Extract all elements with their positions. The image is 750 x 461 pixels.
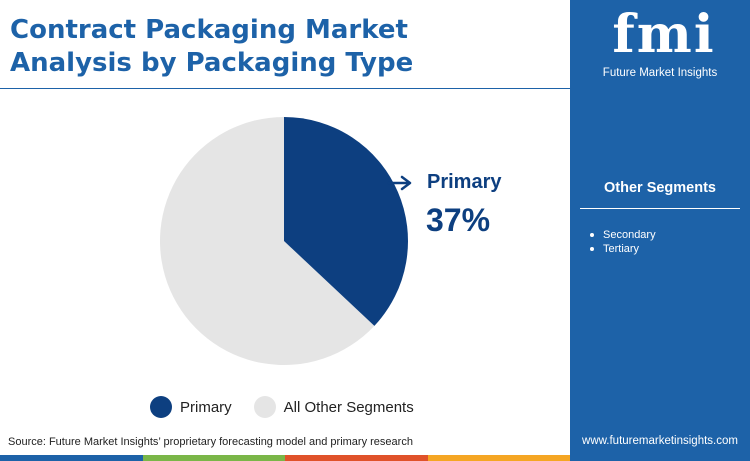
bottom-bar-segment — [142, 455, 285, 461]
chart-title: Contract Packaging Market Analysis by Pa… — [10, 14, 550, 80]
bottom-color-bar — [0, 455, 570, 461]
legend-item-primary: Primary — [150, 396, 232, 418]
pie-slice-primary — [284, 117, 408, 326]
chart-legend: Primary All Other Segments — [150, 395, 436, 419]
list-item-tertiary: Tertiary — [590, 242, 656, 256]
fmi-logo: fmi — [612, 4, 716, 65]
sidebar-panel: fmi Future Market Insights Other Segment… — [570, 0, 750, 461]
title-line-1: Contract Packaging Market — [10, 15, 408, 45]
website-link[interactable]: www.futuremarketinsights.com — [582, 435, 738, 447]
bottom-bar-segment — [285, 455, 428, 461]
legend-label-primary: Primary — [180, 398, 232, 416]
callout-arrow-icon — [387, 175, 412, 191]
other-segments-list: Secondary Tertiary — [590, 228, 656, 256]
legend-label-all-other-segments: All Other Segments — [283, 398, 414, 416]
bottom-bar-segment — [427, 455, 570, 461]
legend-swatch-primary — [150, 396, 172, 418]
bottom-bar-segment — [0, 455, 143, 461]
legend-item-all-other-segments: All Other Segments — [253, 396, 414, 418]
title-line-2: Analysis by Packaging Type — [10, 48, 414, 78]
title-divider — [0, 88, 570, 89]
callout-value: 37% — [426, 202, 490, 238]
source-note: Source: Future Market Insights’ propriet… — [8, 436, 413, 448]
other-segments-heading: Other Segments — [604, 180, 716, 196]
pie-slice-all-other-segments — [159, 117, 375, 365]
legend-swatch-all-other-segments — [253, 396, 276, 418]
pie-chart: Primary 37% — [159, 117, 502, 365]
list-item-secondary: Secondary — [590, 228, 656, 242]
logo-caption: Future Market Insights — [602, 67, 718, 79]
sidebar-divider — [580, 208, 740, 209]
callout-label: Primary — [427, 171, 502, 193]
